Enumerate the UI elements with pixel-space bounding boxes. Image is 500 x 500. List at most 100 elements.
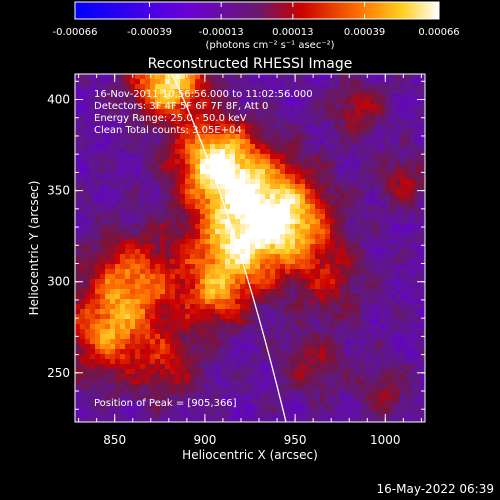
heatmap-cell [205, 219, 211, 225]
heatmap-cell [275, 359, 281, 365]
heatmap-cell [285, 329, 291, 335]
heatmap-cell [200, 194, 206, 200]
heatmap-cell [285, 104, 291, 110]
heatmap-cell [175, 124, 181, 130]
heatmap-cell [295, 154, 301, 160]
heatmap-cell [420, 304, 425, 310]
heatmap-cell [225, 259, 231, 265]
heatmap-cell [190, 399, 196, 405]
heatmap-cell [345, 309, 351, 315]
heatmap-cell [285, 294, 291, 300]
heatmap-cell [360, 284, 366, 290]
heatmap-cell [310, 259, 316, 265]
heatmap-cell [310, 384, 316, 390]
heatmap-cell [330, 144, 336, 150]
heatmap-cell [170, 389, 176, 395]
heatmap-cell [355, 329, 361, 335]
heatmap-cell [270, 314, 276, 320]
heatmap-cell [100, 169, 106, 175]
heatmap-cell [305, 369, 311, 375]
heatmap-cell [395, 269, 401, 275]
heatmap-cell [150, 284, 156, 290]
heatmap-cell [165, 374, 171, 380]
heatmap-cell [290, 119, 296, 125]
heatmap-cell [120, 89, 126, 95]
heatmap-cell [145, 284, 151, 290]
heatmap-cell [420, 144, 425, 150]
heatmap-cell [240, 179, 246, 185]
heatmap-cell [325, 349, 331, 355]
heatmap-cell [125, 389, 131, 395]
heatmap-cell [345, 329, 351, 335]
heatmap-cell [340, 279, 346, 285]
heatmap-cell [265, 124, 271, 130]
heatmap-cell [85, 154, 91, 160]
heatmap-cell [285, 149, 291, 155]
heatmap-cell [95, 169, 101, 175]
heatmap-cell [240, 169, 246, 175]
heatmap-cell [355, 284, 361, 290]
heatmap-cell [270, 324, 276, 330]
heatmap-cell [110, 364, 116, 370]
heatmap-cell [415, 104, 421, 110]
heatmap-cell [110, 354, 116, 360]
heatmap-cell [390, 329, 396, 335]
heatmap-cell [210, 379, 216, 385]
heatmap-cell [100, 219, 106, 225]
heatmap-cell [255, 414, 261, 420]
heatmap-cell [260, 159, 266, 165]
heatmap-cell [185, 319, 191, 325]
heatmap-cell [265, 74, 271, 80]
heatmap-cell [115, 164, 121, 170]
heatmap-cell [150, 334, 156, 340]
heatmap-cell [220, 99, 226, 105]
heatmap-cell [245, 359, 251, 365]
heatmap-cell [110, 104, 116, 110]
heatmap-cell [275, 294, 281, 300]
heatmap-cell [160, 124, 166, 130]
heatmap-cell [390, 164, 396, 170]
heatmap-cell [105, 349, 111, 355]
heatmap-cell [290, 74, 296, 80]
heatmap-cell [210, 364, 216, 370]
heatmap-cell [180, 369, 186, 375]
heatmap-cell [380, 189, 386, 195]
heatmap-cell [310, 244, 316, 250]
heatmap-cell [205, 134, 211, 140]
heatmap-cell [270, 139, 276, 145]
heatmap-cell [95, 134, 101, 140]
heatmap-cell [285, 179, 291, 185]
heatmap-cell [405, 374, 411, 380]
heatmap-cell [235, 359, 241, 365]
heatmap-cell [365, 189, 371, 195]
heatmap-cell [175, 284, 181, 290]
heatmap-cell [340, 409, 346, 415]
heatmap-cell [170, 344, 176, 350]
heatmap-cell [125, 219, 131, 225]
heatmap-cell [390, 119, 396, 125]
heatmap-cell [335, 289, 341, 295]
heatmap-cell [170, 149, 176, 155]
heatmap-cell [180, 314, 186, 320]
heatmap-cell [315, 114, 321, 120]
heatmap-cell [255, 369, 261, 375]
heatmap-cell [185, 79, 191, 85]
heatmap-cell [95, 89, 101, 95]
heatmap-cell [205, 389, 211, 395]
heatmap-cell [405, 254, 411, 260]
heatmap-cell [110, 194, 116, 200]
heatmap-cell [255, 284, 261, 290]
heatmap-cell [260, 414, 266, 420]
heatmap-cell [240, 274, 246, 280]
heatmap-cell [210, 234, 216, 240]
heatmap-cell [140, 159, 146, 165]
heatmap-cell [100, 269, 106, 275]
heatmap-cell [370, 344, 376, 350]
heatmap-cell [220, 164, 226, 170]
heatmap-cell [260, 79, 266, 85]
heatmap-cell [265, 214, 271, 220]
heatmap-cell [260, 224, 266, 230]
heatmap-cell [140, 144, 146, 150]
heatmap-cell [325, 419, 331, 422]
heatmap-cell [410, 94, 416, 100]
